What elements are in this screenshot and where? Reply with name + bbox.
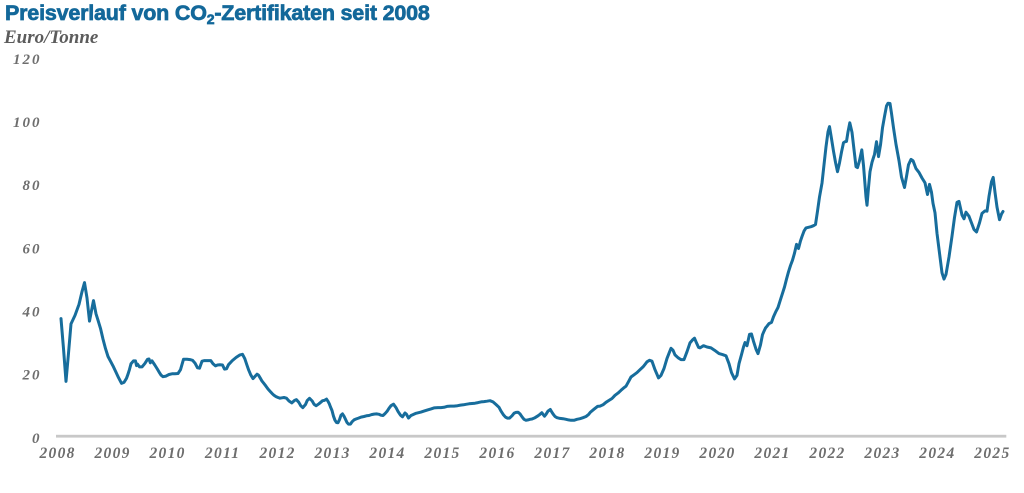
svg-text:2018: 2018 xyxy=(588,445,625,462)
svg-text:80: 80 xyxy=(23,178,42,194)
svg-text:2008: 2008 xyxy=(38,445,75,462)
svg-text:2019: 2019 xyxy=(643,445,680,462)
svg-text:2023: 2023 xyxy=(863,445,900,462)
svg-text:2022: 2022 xyxy=(808,445,845,462)
svg-text:2014: 2014 xyxy=(368,445,405,462)
svg-text:0: 0 xyxy=(32,431,42,447)
svg-text:2010: 2010 xyxy=(148,445,185,462)
svg-text:2012: 2012 xyxy=(258,445,295,462)
svg-text:60: 60 xyxy=(23,241,42,257)
svg-text:120: 120 xyxy=(13,52,42,68)
svg-text:2017: 2017 xyxy=(533,445,570,462)
svg-text:2016: 2016 xyxy=(478,445,515,462)
svg-text:20: 20 xyxy=(22,368,42,384)
svg-text:100: 100 xyxy=(13,115,42,131)
svg-text:2013: 2013 xyxy=(313,445,350,462)
svg-text:2020: 2020 xyxy=(698,445,735,462)
svg-text:2015: 2015 xyxy=(423,445,460,462)
svg-text:2011: 2011 xyxy=(204,445,240,462)
svg-text:40: 40 xyxy=(22,305,42,321)
svg-text:2024: 2024 xyxy=(918,445,955,462)
svg-text:2025: 2025 xyxy=(973,445,1010,462)
svg-text:2009: 2009 xyxy=(93,445,130,462)
svg-text:2021: 2021 xyxy=(753,445,790,462)
